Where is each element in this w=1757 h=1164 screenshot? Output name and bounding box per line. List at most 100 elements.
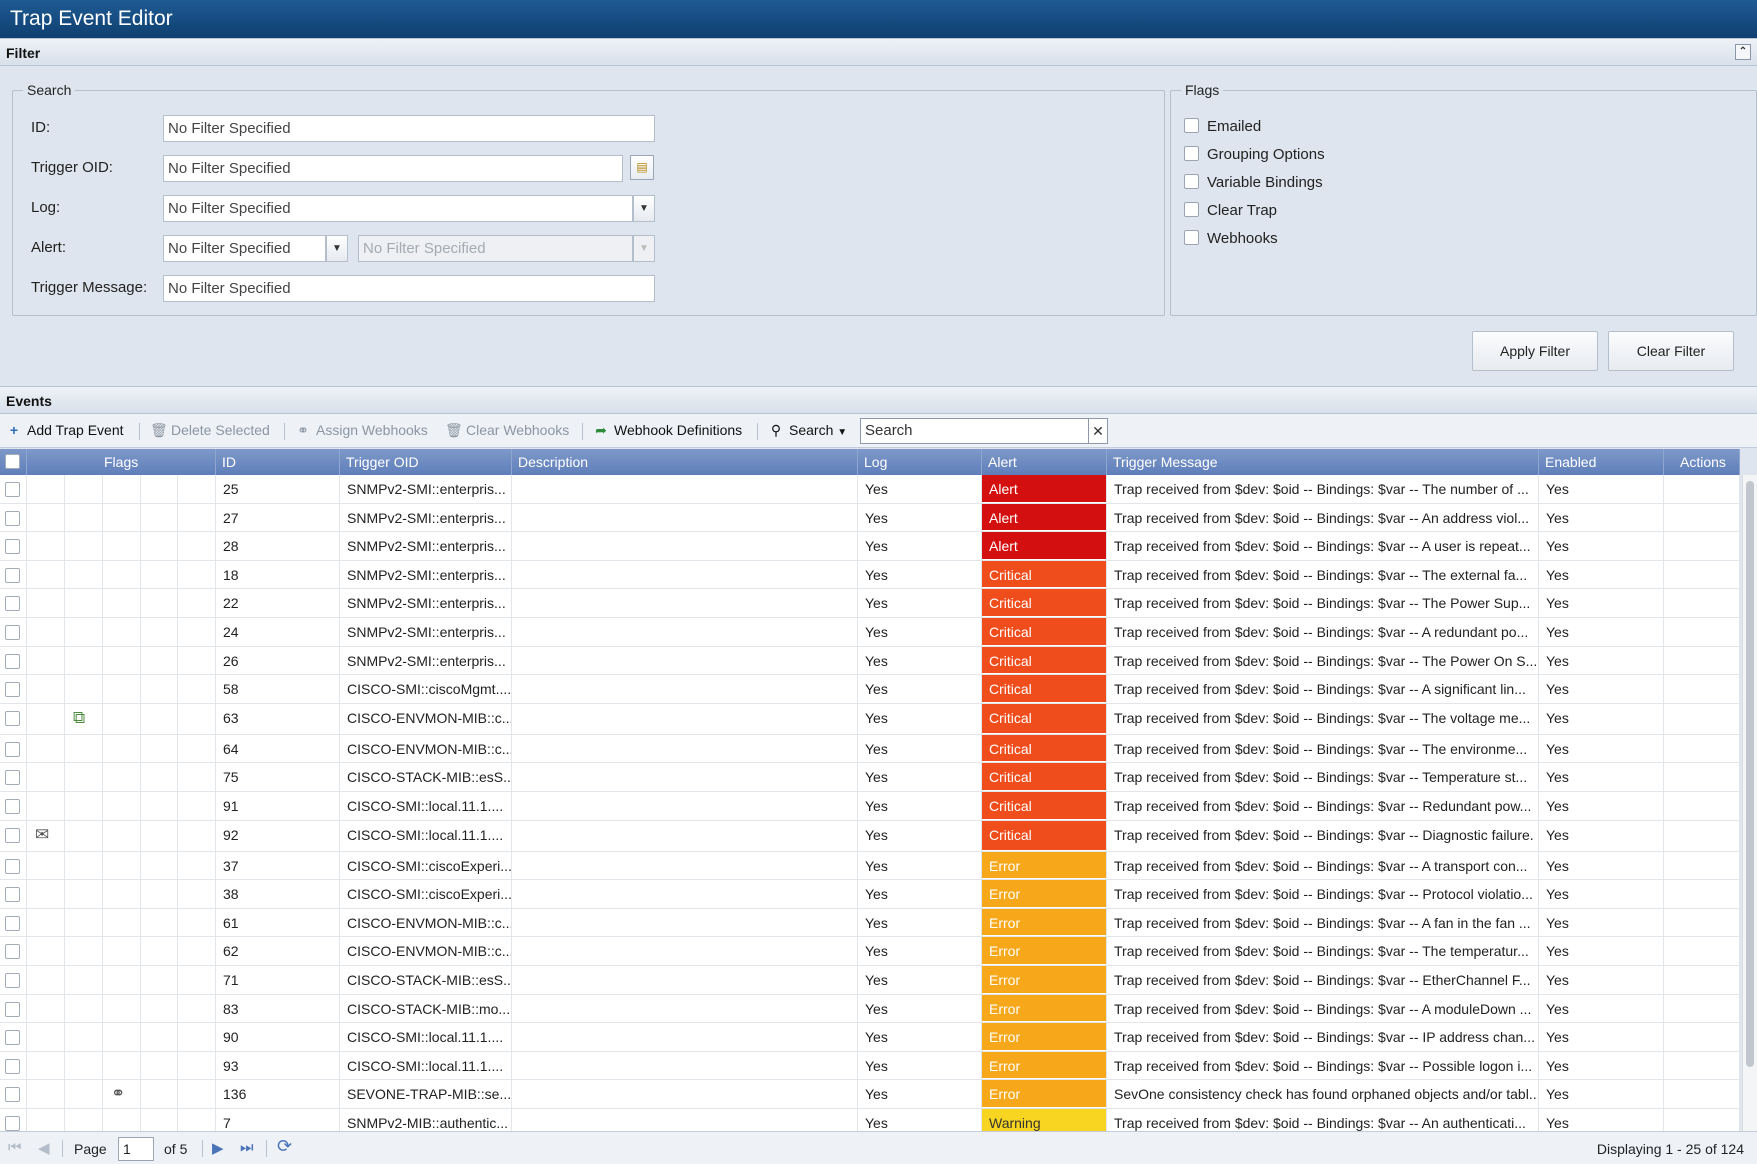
table-row[interactable]: ✉ 92 CISCO-SMI::local.11.1.... Yes Trap rece… — [0, 820, 1740, 852]
row-checkbox[interactable] — [5, 1087, 20, 1103]
cell-actions[interactable] — [1664, 937, 1740, 965]
flag-grouping-options[interactable]: Grouping Options — [1184, 146, 1325, 163]
table-row[interactable]: 25 SNMPv2-SMI::enterpris... Yes Trap receiv… — [0, 475, 1740, 504]
table-row[interactable]: 61 CISCO-ENVMON-MIB::c... Yes Trap received… — [0, 908, 1740, 938]
flag-emailed[interactable]: Emailed — [1184, 118, 1261, 135]
cell-actions[interactable] — [1664, 1109, 1740, 1131]
col-id[interactable]: ID — [216, 449, 340, 475]
cell-actions[interactable] — [1664, 675, 1740, 703]
oid-browser-button[interactable]: ▤ — [630, 155, 654, 180]
row-checkbox[interactable] — [5, 482, 20, 497]
row-checkbox[interactable] — [5, 944, 20, 960]
col-alert[interactable]: Alert — [982, 449, 1107, 475]
trigger-oid-filter-input[interactable]: No Filter Specified — [163, 155, 623, 182]
cell-actions[interactable] — [1664, 475, 1740, 503]
cell-actions[interactable] — [1664, 532, 1740, 560]
col-actions[interactable]: Actions — [1664, 449, 1740, 475]
row-checkbox[interactable] — [5, 510, 20, 526]
col-enabled[interactable]: Enabled — [1539, 449, 1664, 475]
table-row[interactable]: 27 SNMPv2-SMI::enterpris... Yes Trap receiv… — [0, 503, 1740, 533]
cell-actions[interactable] — [1664, 734, 1740, 763]
events-search-input[interactable]: Search — [860, 418, 1090, 444]
vertical-scrollbar[interactable] — [1742, 475, 1757, 1131]
cell-actions[interactable] — [1664, 646, 1740, 675]
refresh-icon[interactable]: ⟳ — [277, 1136, 293, 1156]
clear-filter-button[interactable]: Clear Filter — [1608, 331, 1734, 371]
table-row[interactable]: 28 SNMPv2-SMI::enterpris... Yes Trap receiv… — [0, 532, 1740, 561]
table-row[interactable]: 58 CISCO-SMI::ciscoMgmt.... Yes Trap receiv… — [0, 675, 1740, 704]
row-checkbox[interactable] — [5, 653, 20, 669]
trigger-message-filter-input[interactable]: No Filter Specified — [163, 275, 655, 302]
flag-checkbox[interactable] — [1184, 202, 1199, 217]
flag-clear-trap[interactable]: Clear Trap — [1184, 202, 1277, 219]
alert-filter-select[interactable]: No Filter Specified — [163, 235, 326, 262]
cell-actions[interactable] — [1664, 1051, 1740, 1080]
col-log[interactable]: Log — [858, 449, 982, 475]
table-row[interactable]: 90 CISCO-SMI::local.11.1.... Yes Trap recei… — [0, 1023, 1740, 1052]
cell-actions[interactable] — [1664, 792, 1740, 820]
clear-search-button[interactable]: ✕ — [1088, 418, 1108, 444]
table-row[interactable]: 18 SNMPv2-SMI::enterpris... Yes Trap receiv… — [0, 560, 1740, 590]
row-checkbox[interactable] — [5, 1116, 20, 1131]
row-checkbox[interactable] — [5, 770, 20, 786]
prev-page-icon[interactable]: ◀ — [38, 1140, 50, 1157]
row-checkbox[interactable] — [5, 539, 20, 555]
row-checkbox[interactable] — [5, 1058, 20, 1074]
table-row[interactable]: 38 CISCO-SMI::ciscoExperi... Yes Trap recei… — [0, 880, 1740, 909]
table-row[interactable]: 93 CISCO-SMI::local.11.1.... Yes Trap recei… — [0, 1051, 1740, 1081]
cell-actions[interactable] — [1664, 880, 1740, 908]
collapse-filter-button[interactable]: ⌃ — [1735, 44, 1751, 60]
table-row[interactable]: 91 CISCO-SMI::local.11.1.... Yes Trap recei… — [0, 792, 1740, 821]
cell-actions[interactable] — [1664, 618, 1740, 646]
log-filter-select[interactable]: No Filter Specified — [163, 195, 633, 222]
first-page-icon[interactable]: ⏮ — [8, 1139, 22, 1156]
row-checkbox[interactable] — [5, 827, 20, 843]
cell-actions[interactable] — [1664, 994, 1740, 1023]
cell-actions[interactable] — [1664, 851, 1740, 880]
col-trigger-message[interactable]: Trigger Message — [1107, 449, 1539, 475]
page-number-input[interactable]: 1 — [118, 1137, 154, 1161]
next-page-icon[interactable]: ▶ — [212, 1140, 224, 1157]
id-filter-input[interactable]: No Filter Specified — [163, 115, 655, 142]
table-row[interactable]: 75 CISCO-STACK-MIB::esS... Yes Trap receive… — [0, 763, 1740, 792]
last-page-icon[interactable]: ⏭ — [240, 1139, 254, 1156]
flag-checkbox[interactable] — [1184, 230, 1199, 245]
webhook-definitions-button[interactable]: ➦ Webhook Definitions — [593, 422, 742, 439]
flag-checkbox[interactable] — [1184, 118, 1199, 133]
col-trigger-oid[interactable]: Trigger OID — [340, 449, 512, 475]
table-row[interactable]: 26 SNMPv2-SMI::enterpris... Yes Trap receiv… — [0, 646, 1740, 676]
table-row[interactable]: ⚭ 136 SEVONE-TRAP-MIB::se... Yes SevOne cons… — [0, 1080, 1740, 1109]
flag-checkbox[interactable] — [1184, 174, 1199, 189]
apply-filter-button[interactable]: Apply Filter — [1472, 331, 1598, 371]
row-checkbox[interactable] — [5, 973, 20, 988]
row-checkbox[interactable] — [5, 567, 20, 583]
row-checkbox[interactable] — [5, 682, 20, 698]
row-checkbox[interactable] — [5, 625, 20, 640]
table-row[interactable]: 7 SNMPv2-MIB::authentic... Yes Trap receive… — [0, 1109, 1740, 1131]
row-checkbox[interactable] — [5, 915, 20, 931]
cell-actions[interactable] — [1664, 703, 1740, 734]
flag-webhooks[interactable]: Webhooks — [1184, 230, 1278, 247]
table-row[interactable]: 83 CISCO-STACK-MIB::mo... Yes Trap received… — [0, 994, 1740, 1024]
table-row[interactable]: 71 CISCO-STACK-MIB::esS... Yes Trap receive… — [0, 966, 1740, 995]
log-dropdown-button[interactable]: ▼ — [633, 195, 655, 222]
row-checkbox[interactable] — [5, 710, 20, 726]
scrollbar-thumb[interactable] — [1746, 481, 1754, 1067]
row-checkbox[interactable] — [5, 596, 20, 612]
table-row[interactable]: 22 SNMPv2-SMI::enterpris... Yes Trap receiv… — [0, 589, 1740, 618]
cell-actions[interactable] — [1664, 966, 1740, 994]
flag-checkbox[interactable] — [1184, 146, 1199, 161]
row-checkbox[interactable] — [5, 799, 20, 814]
cell-actions[interactable] — [1664, 1023, 1740, 1051]
cell-actions[interactable] — [1664, 820, 1740, 851]
col-description[interactable]: Description — [512, 449, 858, 475]
alert-dropdown-button[interactable]: ▼ — [326, 235, 348, 262]
cell-actions[interactable] — [1664, 589, 1740, 617]
row-checkbox[interactable] — [5, 741, 20, 757]
select-all-checkbox[interactable] — [5, 454, 20, 469]
table-row[interactable]: 62 CISCO-ENVMON-MIB::c... Yes Trap received… — [0, 937, 1740, 966]
delete-selected-button[interactable]: 🗑 Delete Selected — [150, 422, 270, 439]
cell-actions[interactable] — [1664, 503, 1740, 532]
cell-actions[interactable] — [1664, 560, 1740, 589]
row-checkbox[interactable] — [5, 1001, 20, 1017]
